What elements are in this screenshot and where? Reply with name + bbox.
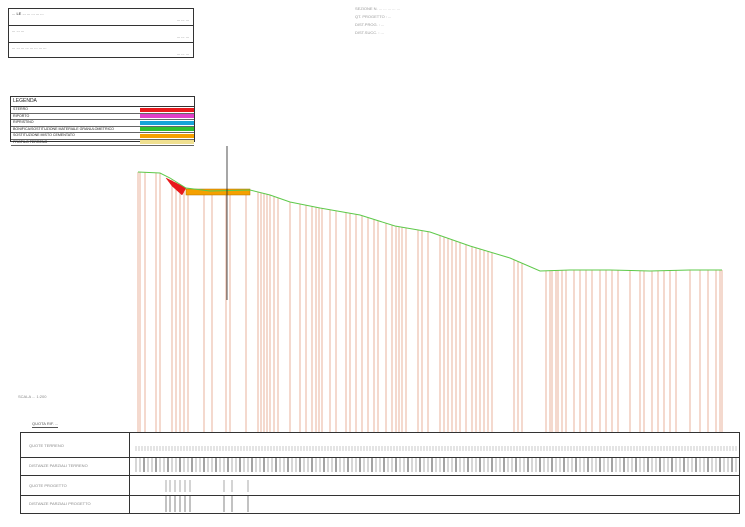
legend-swatch (140, 127, 194, 131)
title-row-value: ... ... ... (176, 17, 189, 22)
guitar-table: QUOTE TERRENO DISTANZE PARZIALI TERRENO … (20, 432, 740, 514)
legend-swatch (140, 120, 194, 125)
terrain-profile (137, 171, 722, 272)
section-info-line: QT. PROGETTO : ... (355, 14, 392, 19)
datum-label: QUOTA RIF. ... (32, 421, 59, 428)
legend-swatch (140, 133, 194, 138)
title-block: ... LE ... ... ... ... ... ... ... ... .… (8, 8, 194, 58)
guitar-row: QUOTE PROGETTO (21, 475, 739, 496)
legend-items: STERRO RIPORTO RIPRISTINO BONIFICA/SOSTITUZ… (11, 107, 194, 146)
title-block-row: ... LE ... ... ... ... ... ... ... ... (9, 9, 193, 26)
legend: LEGENDA STERRO RIPORTO RIPRISTINO BONIFICA/… (10, 96, 195, 146)
guitar-row: DISTANZE PARZIALI PROGETTO (21, 495, 739, 513)
scale-label: SCALA ... 1:200 (18, 394, 47, 399)
guitar-row-label: QUOTE PROGETTO (29, 483, 67, 488)
legend-item-label: BONIFICA/SOSTITUZIONE MATERIALE GRANULOM… (13, 126, 114, 131)
legend-item: RIPORTO (11, 113, 194, 120)
legend-item: PROFILO TERRENO (11, 139, 194, 146)
legend-swatch (140, 114, 194, 118)
legend-item: BONIFICA/SOSTITUZIONE MATERIALE GRANULOM… (11, 126, 194, 133)
title-row-value: ... ... ... (176, 34, 189, 39)
title-row-label: ... LE ... ... ... ... ... (12, 11, 44, 16)
legend-item: STERRO (11, 107, 194, 114)
guitar-row-label: QUOTE TERRENO (29, 443, 64, 448)
legend-item: SOSTITUZIONE MISTO CEMENTATO (11, 133, 194, 140)
legend-swatch (140, 107, 194, 112)
section-info-line: DIST.SUCC. : ... (355, 30, 384, 35)
guitar-row: DISTANZE PARZIALI TERRENO (21, 457, 739, 476)
legend-swatch (140, 140, 194, 144)
fill-area (185, 188, 251, 196)
guitar-row: QUOTE TERRENO (21, 433, 739, 458)
guitar-row-label: DISTANZE PARZIALI PROGETTO (29, 501, 91, 506)
title-block-row: ... ... ... ... ... ... (9, 26, 193, 43)
section-info: SEZIONE N. ... ... ... ... ... QT. PROGE… (355, 6, 485, 35)
legend-item-label: SOSTITUZIONE MISTO CEMENTATO (13, 133, 75, 137)
legend-title: LEGENDA (11, 97, 194, 107)
title-row-value: ... ... ... (176, 51, 189, 56)
guitar-row-label: DISTANZE PARZIALI TERRENO (29, 463, 88, 468)
section-info-line: DIST.PROG. : ... (355, 22, 385, 27)
legend-item-label: PROFILO TERRENO (13, 139, 48, 144)
cut-area (165, 177, 187, 196)
title-block-row: ... ... ... ... ... ... ... ... ... ... … (9, 43, 193, 59)
title-row-label: ... ... ... ... ... ... ... ... (12, 45, 47, 50)
legend-item-label: RIPORTO (13, 113, 30, 118)
legend-item: RIPRISTINO (11, 120, 194, 127)
title-row-label: ... ... ... (12, 28, 25, 33)
legend-item-label: STERRO (13, 107, 28, 111)
legend-item-label: RIPRISTINO (13, 120, 34, 124)
section-info-line: SEZIONE N. ... ... ... ... ... (355, 6, 400, 11)
